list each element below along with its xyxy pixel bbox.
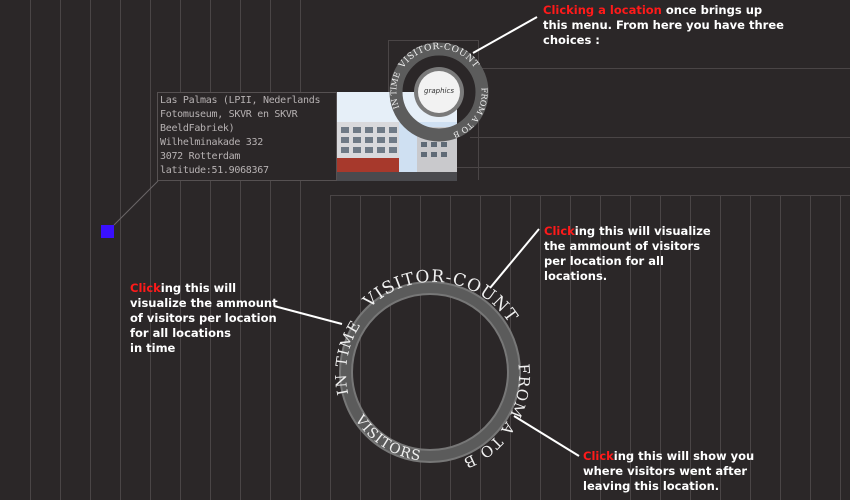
annotation-line: ing this will show you (613, 449, 755, 463)
annotation-line: per location for all (544, 254, 664, 268)
location-info-line: 3072 Rotterdam (160, 151, 241, 162)
annotation-highlight: Click (583, 449, 614, 463)
annotation-highlight: Clicking a location (543, 3, 662, 17)
annotation-highlight: Click (130, 281, 161, 295)
small-menu-in-time-label[interactable]: IN TIME (389, 71, 402, 111)
location-marker[interactable] (101, 225, 114, 238)
annotation-in-time: Clicking this will visualize the ammount… (130, 281, 278, 356)
annotation-highlight: Click (544, 224, 575, 238)
annotation-line: leaving this location. (583, 479, 720, 493)
annotation-menu-intro: Clicking a location once brings up this … (543, 3, 784, 48)
annotation-line: of visitors per location (130, 311, 277, 325)
annotation-line: this menu. From here you have three (543, 18, 784, 32)
annotation-line: ing this will visualize (574, 224, 711, 238)
location-info-line: latitude:51.9068367 (160, 165, 269, 176)
location-info-panel: Las Palmas (LPII, Nederlands Fotomuseum,… (157, 92, 337, 181)
small-menu-graphics-label: graphics (424, 87, 454, 95)
menu-ring-inner (341, 283, 519, 461)
annotation-visitor-count: Clicking this will visualize the ammount… (544, 224, 711, 284)
location-info-line: Las Palmas (LPII, Nederlands (160, 95, 321, 106)
annotation-line: locations. (544, 269, 608, 283)
annotation-line: ing this will (160, 281, 237, 295)
visitors-label: VISITORS (351, 411, 422, 464)
annotation-from-a-to-b: Clicking this will show you where visito… (583, 449, 754, 494)
small-menu-ring (389, 42, 489, 142)
location-info-line: Fotomuseum, SKVR en SKVR (160, 109, 298, 120)
in-time-button[interactable]: IN TIME (332, 317, 365, 397)
annotation-line: for all locations (130, 326, 232, 340)
annotation-line: where visitors went after (583, 464, 748, 478)
annotation-line: once brings up (661, 3, 763, 17)
location-info-line: BeeldFabriek) (160, 123, 235, 134)
annotation-line: visualize the ammount (130, 296, 278, 310)
location-info-line: Wilhelminakade 332 (160, 137, 263, 148)
annotation-line: the ammount of visitors (544, 239, 701, 253)
annotation-line: in time (130, 341, 176, 355)
radial-menu[interactable]: VISITOR-COUNT FROM A TO B IN TIME VISITO… (320, 262, 540, 482)
small-radial-menu[interactable]: VISITOR-COUNT FROM A TO B IN TIME graphi… (384, 37, 494, 147)
small-menu-center-fill (418, 71, 460, 113)
annotation-line: choices : (543, 33, 600, 47)
